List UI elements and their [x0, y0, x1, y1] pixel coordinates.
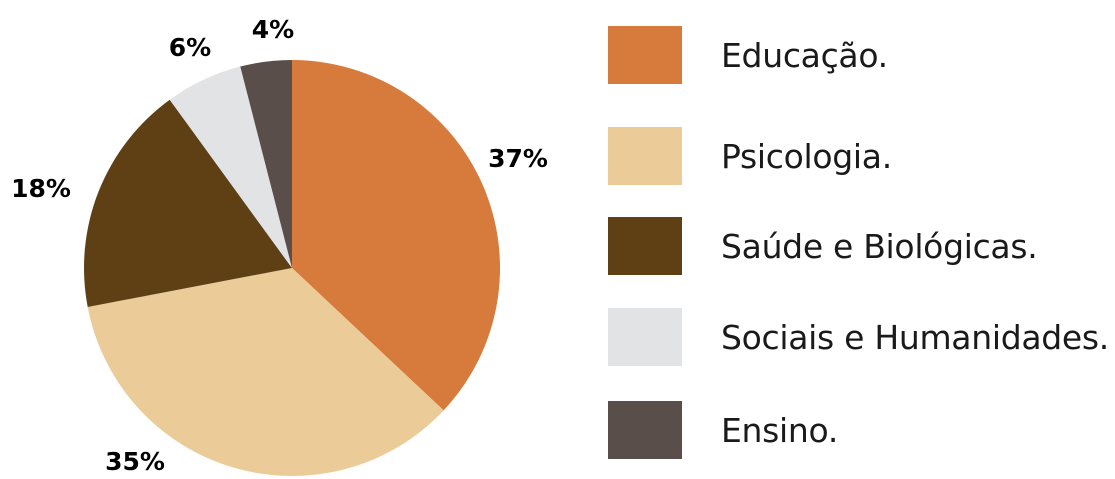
- pie-slice-4: [169, 66, 292, 269]
- legend-swatch-saude-biologicas: [608, 217, 682, 275]
- legend-label-ensino: Ensino.: [721, 410, 839, 450]
- pie-chart: 37% 35% 18% 6% 4%: [11, 15, 548, 477]
- pie-slice-5: [240, 60, 292, 268]
- legend-item-sociais-humanidades: Sociais e Humanidades.: [608, 308, 1109, 366]
- slice-value-label-4: 6%: [169, 33, 211, 62]
- legend-swatch-educacao: [608, 26, 682, 84]
- slice-value-label-2: 35%: [105, 447, 165, 476]
- slice-value-label-1: 37%: [488, 144, 548, 173]
- legend-label-educacao: Educação.: [721, 35, 888, 75]
- legend-label-psicologia: Psicologia.: [721, 136, 892, 176]
- legend-item-saude-biologicas: Saúde e Biológicas.: [608, 217, 1038, 275]
- legend-item-ensino: Ensino.: [608, 401, 838, 459]
- pie-slice-2: [87, 268, 444, 477]
- legend-label-saude-biologicas: Saúde e Biológicas.: [721, 226, 1038, 266]
- pie-slice-3: [84, 99, 293, 307]
- pie-slice-1: [292, 60, 501, 411]
- slice-value-label-5: 4%: [252, 15, 294, 44]
- legend-swatch-sociais-humanidades: [608, 308, 682, 366]
- legend-swatch-psicologia: [608, 127, 682, 185]
- legend-item-educacao: Educação.: [608, 26, 888, 84]
- legend-label-sociais-humanidades: Sociais e Humanidades.: [721, 317, 1109, 357]
- slice-value-label-3: 18%: [11, 174, 71, 203]
- legend-item-psicologia: Psicologia.: [608, 127, 892, 185]
- legend: Educação. Psicologia. Saúde e Biológicas…: [608, 0, 1115, 479]
- legend-swatch-ensino: [608, 401, 682, 459]
